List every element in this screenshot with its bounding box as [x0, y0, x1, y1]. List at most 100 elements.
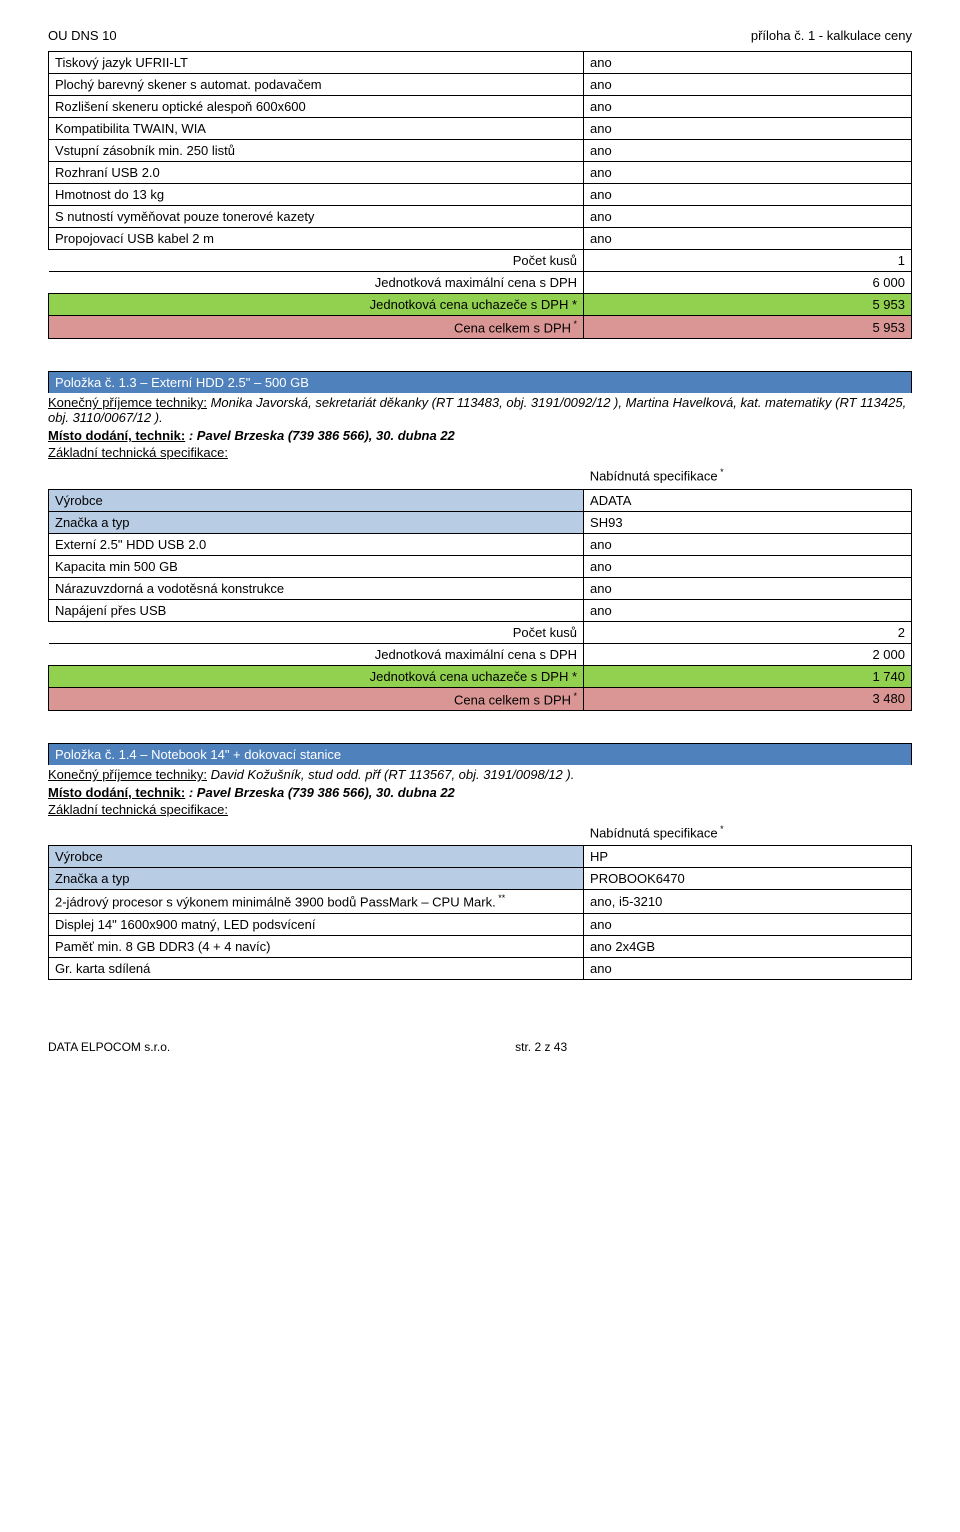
spec-value: ano 2x4GB: [584, 935, 912, 957]
spec-label: Napájení přes USB: [49, 599, 584, 621]
spec-label: Vstupní zásobník min. 250 listů: [49, 140, 584, 162]
delivery-text: : Pavel Brzeska (739 386 566), 30. dubna…: [185, 428, 455, 443]
spec-label: Rozhraní USB 2.0: [49, 162, 584, 184]
spec-label: Výrobce: [49, 846, 584, 868]
total-value: 5 953: [584, 316, 912, 339]
footer-center: str. 2 z 43: [515, 1040, 567, 1054]
header-right: příloha č. 1 - kalkulace ceny: [751, 28, 912, 43]
total-value: 3 480: [584, 687, 912, 710]
table-row: Displej 14" 1600x900 matný, LED podsvíce…: [49, 913, 912, 935]
spec-table-2: VýrobceADATAZnačka a typSH93 Externí 2.5…: [48, 489, 912, 711]
spec-value: ano: [584, 577, 912, 599]
table-row: Paměť min. 8 GB DDR3 (4 + 4 navíc)ano 2x…: [49, 935, 912, 957]
table-row: Hmotnost do 13 kgano: [49, 184, 912, 206]
table-row: Rozlišení skeneru optické alespoň 600x60…: [49, 96, 912, 118]
table-row: Propojovací USB kabel 2 mano: [49, 228, 912, 250]
spec-label: Kapacita min 500 GB: [49, 555, 584, 577]
delivery-label: Místo dodání, technik:: [48, 428, 185, 443]
delivery-line-hdd: Místo dodání, technik: : Pavel Brzeska (…: [48, 426, 912, 444]
count-value: 1: [584, 250, 912, 272]
spec-value: ano: [584, 913, 912, 935]
spec-value: HP: [584, 846, 912, 868]
spec-value: ano: [584, 52, 912, 74]
spec-value: ano: [584, 74, 912, 96]
table-row: Rozhraní USB 2.0ano: [49, 162, 912, 184]
delivery-label: Místo dodání, technik:: [48, 785, 185, 800]
count-value: 2: [584, 621, 912, 643]
spec-value: ano: [584, 533, 912, 555]
spec-label: Externí 2.5" HDD USB 2.0: [49, 533, 584, 555]
spec-label: Plochý barevný skener s automat. podavač…: [49, 74, 584, 96]
spec-label-hdd: Základní technická specifikace:: [48, 445, 912, 460]
spec-value: ano: [584, 184, 912, 206]
total-label: Cena celkem s DPH *: [49, 687, 584, 710]
table-row: Napájení přes USBano: [49, 599, 912, 621]
bid-value: 5 953: [584, 294, 912, 316]
offer-label-hdd: Nabídnutá specifikace *: [584, 464, 912, 486]
spec-value: ano: [584, 555, 912, 577]
total-label: Cena celkem s DPH *: [49, 316, 584, 339]
spec-label: Značka a typ: [49, 511, 584, 533]
spec-table-1: Tiskový jazyk UFRII-LTanoPlochý barevný …: [48, 51, 912, 339]
count-label: Počet kusů: [49, 621, 584, 643]
spec-label: Gr. karta sdílená: [49, 957, 584, 979]
table-row: Tiskový jazyk UFRII-LTano: [49, 52, 912, 74]
recipient-line-hdd: Konečný příjemce techniky: Monika Javors…: [48, 393, 912, 426]
spec-value: ano: [584, 140, 912, 162]
spec-label: Výrobce: [49, 489, 584, 511]
recipient-text: David Kožušník, stud odd. přf (RT 113567…: [207, 767, 574, 782]
row-total-price: Cena celkem s DPH * 5 953: [49, 316, 912, 339]
count-label: Počet kusů: [49, 250, 584, 272]
footer-left: DATA ELPOCOM s.r.o.: [48, 1040, 170, 1054]
spec-value: ano: [584, 96, 912, 118]
row-total-price: Cena celkem s DPH * 3 480: [49, 687, 912, 710]
spec-table-3: VýrobceHPZnačka a typPROBOOK6470 2-jádro…: [48, 845, 912, 979]
spec-label: Nárazuvzdorná a vodotěsná konstrukce: [49, 577, 584, 599]
table-row: Kapacita min 500 GBano: [49, 555, 912, 577]
offer-row-notebook: Nabídnutá specifikace *: [48, 821, 912, 843]
max-value: 2 000: [584, 643, 912, 665]
section-title-notebook: Položka č. 1.4 – Notebook 14" + dokovací…: [48, 743, 912, 765]
spec-label: Propojovací USB kabel 2 m: [49, 228, 584, 250]
table-row: Vstupní zásobník min. 250 listůano: [49, 140, 912, 162]
delivery-line-notebook: Místo dodání, technik: : Pavel Brzeska (…: [48, 783, 912, 801]
spec-label: Značka a typ: [49, 868, 584, 890]
spec-value: ano: [584, 206, 912, 228]
recipient-label: Konečný příjemce techniky:: [48, 767, 207, 782]
spec-label-notebook: Základní technická specifikace:: [48, 802, 912, 817]
spec-value: ano: [584, 162, 912, 184]
spec-label: 2-jádrový procesor s výkonem minimálně 3…: [49, 890, 584, 913]
table-row: VýrobceHP: [49, 846, 912, 868]
table-row: S nutností vyměňovat pouze tonerové kaze…: [49, 206, 912, 228]
spec-label: Hmotnost do 13 kg: [49, 184, 584, 206]
offer-label-notebook: Nabídnutá specifikace *: [584, 821, 912, 843]
spec-label: Rozlišení skeneru optické alespoň 600x60…: [49, 96, 584, 118]
bid-label: Jednotková cena uchazeče s DPH *: [49, 294, 584, 316]
row-count: Počet kusů 1: [49, 250, 912, 272]
spec-value: ano: [584, 957, 912, 979]
page-footer: DATA ELPOCOM s.r.o. str. 2 z 43: [48, 1040, 912, 1054]
spec-label: S nutností vyměňovat pouze tonerové kaze…: [49, 206, 584, 228]
max-value: 6 000: [584, 272, 912, 294]
table-row: 2-jádrový procesor s výkonem minimálně 3…: [49, 890, 912, 913]
spec-label: Tiskový jazyk UFRII-LT: [49, 52, 584, 74]
table-row: Kompatibilita TWAIN, WIAano: [49, 118, 912, 140]
table-row: Značka a typPROBOOK6470: [49, 868, 912, 890]
spec-value: PROBOOK6470: [584, 868, 912, 890]
spec-value: ano: [584, 228, 912, 250]
delivery-text: : Pavel Brzeska (739 386 566), 30. dubna…: [185, 785, 455, 800]
table-row: Externí 2.5" HDD USB 2.0ano: [49, 533, 912, 555]
recipient-label: Konečný příjemce techniky:: [48, 395, 207, 410]
row-bid-price: Jednotková cena uchazeče s DPH * 5 953: [49, 294, 912, 316]
recipient-line-notebook: Konečný příjemce techniky: David Kožušní…: [48, 765, 912, 783]
offer-row-hdd: Nabídnutá specifikace *: [48, 464, 912, 486]
row-count: Počet kusů 2: [49, 621, 912, 643]
spec-value: SH93: [584, 511, 912, 533]
row-bid-price: Jednotková cena uchazeče s DPH * 1 740: [49, 665, 912, 687]
spec-label: Displej 14" 1600x900 matný, LED podsvíce…: [49, 913, 584, 935]
row-max-price: Jednotková maximální cena s DPH 6 000: [49, 272, 912, 294]
spec-value: ano: [584, 118, 912, 140]
max-label: Jednotková maximální cena s DPH: [49, 643, 584, 665]
bid-label: Jednotková cena uchazeče s DPH *: [49, 665, 584, 687]
table-row: Plochý barevný skener s automat. podavač…: [49, 74, 912, 96]
